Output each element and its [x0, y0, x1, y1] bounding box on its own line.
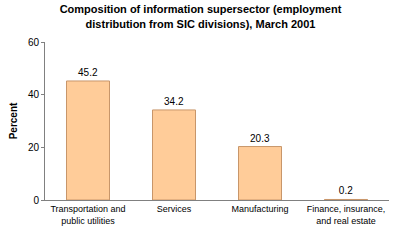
- svg-text:60: 60: [28, 37, 40, 48]
- svg-text:20.3: 20.3: [250, 133, 270, 144]
- svg-text:20: 20: [28, 142, 40, 153]
- svg-text:Transportation andpublic utili: Transportation andpublic utilities: [50, 204, 125, 226]
- svg-text:Services: Services: [157, 204, 192, 214]
- svg-text:40: 40: [28, 89, 40, 100]
- svg-text:0: 0: [33, 195, 39, 206]
- svg-text:0.2: 0.2: [339, 185, 353, 196]
- svg-text:45.2: 45.2: [78, 67, 98, 78]
- svg-text:Percent: Percent: [8, 102, 19, 139]
- svg-text:Composition of information sup: Composition of information supersector (…: [60, 3, 342, 29]
- svg-text:34.2: 34.2: [164, 96, 184, 107]
- svg-text:Manufacturing: Manufacturing: [231, 204, 288, 214]
- svg-text:Finance, insurance,and real es: Finance, insurance,and real estate: [307, 204, 386, 226]
